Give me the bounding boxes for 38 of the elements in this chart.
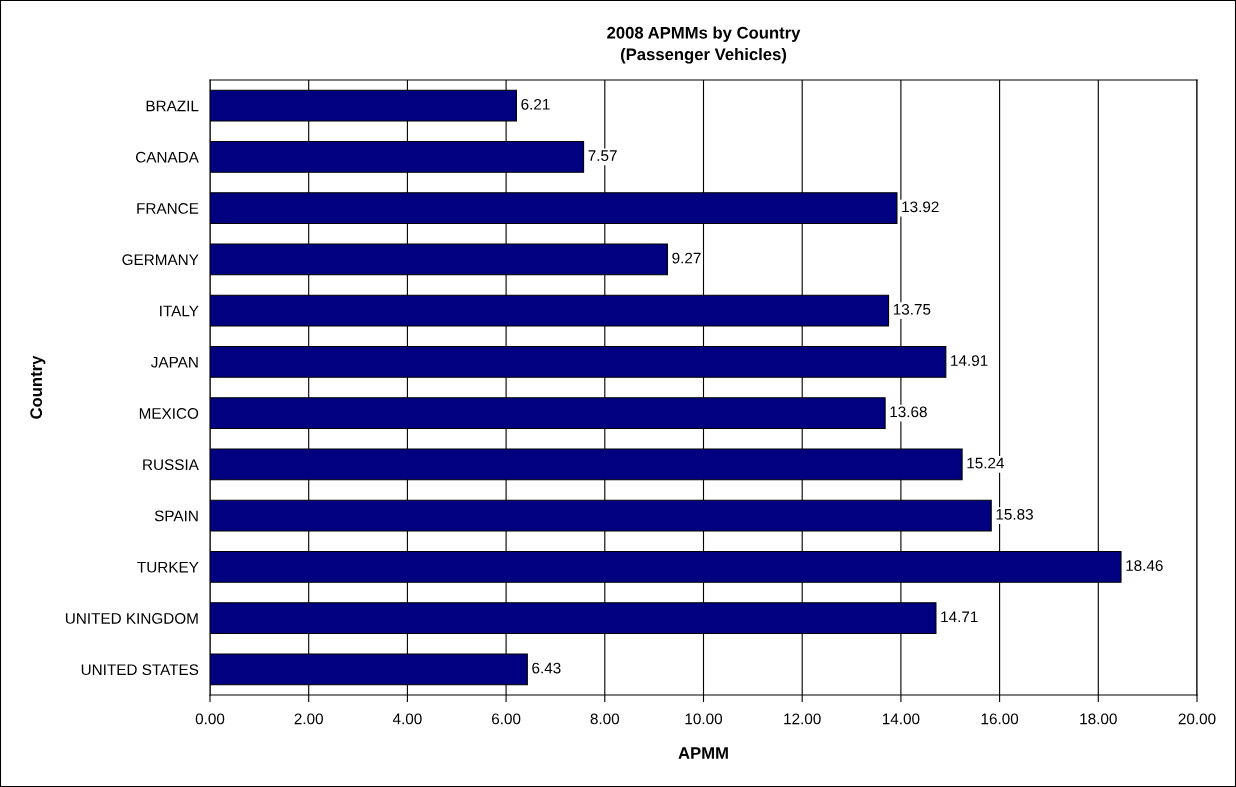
x-tick-label: 20.00 <box>1178 713 1216 725</box>
chart-title: 2008 APMMs by Country (Passenger Vehicles) <box>607 26 801 64</box>
y-tick-label: GERMANY <box>122 254 199 266</box>
x-tick-label: 18.00 <box>1080 713 1117 725</box>
data-label: 13.68 <box>890 406 927 418</box>
y-tick-label: FRANCE <box>137 202 199 214</box>
y-tick-label: ITALY <box>160 305 199 317</box>
y-tick-label: CANADA <box>135 151 199 163</box>
x-tick-label: 0.00 <box>195 713 225 725</box>
data-label: 7.57 <box>588 150 617 161</box>
y-tick-label: JAPAN <box>151 356 198 368</box>
data-label: 18.46 <box>1126 560 1163 571</box>
x-tick-label: 10.00 <box>685 713 723 725</box>
data-label: 14.71 <box>941 611 978 623</box>
y-tick-label: RUSSIA <box>143 459 199 471</box>
data-label: 13.75 <box>893 303 931 315</box>
y-axis-title: Country <box>30 355 46 419</box>
x-axis-title: APMM <box>678 747 728 759</box>
data-label: 15.24 <box>967 457 1005 469</box>
y-tick-label: UNITED KINGDOM <box>65 612 198 624</box>
y-tick-label: BRAZIL <box>146 100 199 112</box>
x-tick-label: 6.00 <box>492 713 521 725</box>
data-label: 14.91 <box>951 355 988 366</box>
data-label: 6.43 <box>532 662 561 674</box>
x-tick-label: 14.00 <box>882 713 920 725</box>
data-label: 9.27 <box>672 252 701 264</box>
y-tick-label: SPAIN <box>154 510 198 522</box>
data-label: 13.92 <box>902 201 939 213</box>
y-tick-label: MEXICO <box>139 407 199 419</box>
y-tick-label: UNITED STATES <box>81 664 199 676</box>
x-tick-label: 12.00 <box>784 713 821 725</box>
x-tick-label: 2.00 <box>294 713 323 725</box>
x-tick-label: 16.00 <box>981 713 1019 725</box>
y-tick-label: TURKEY <box>137 561 199 573</box>
data-label: 15.83 <box>996 508 1033 520</box>
x-tick-label: 4.00 <box>392 713 422 725</box>
x-tick-label: 8.00 <box>590 713 620 725</box>
data-label: 6.21 <box>521 98 550 110</box>
